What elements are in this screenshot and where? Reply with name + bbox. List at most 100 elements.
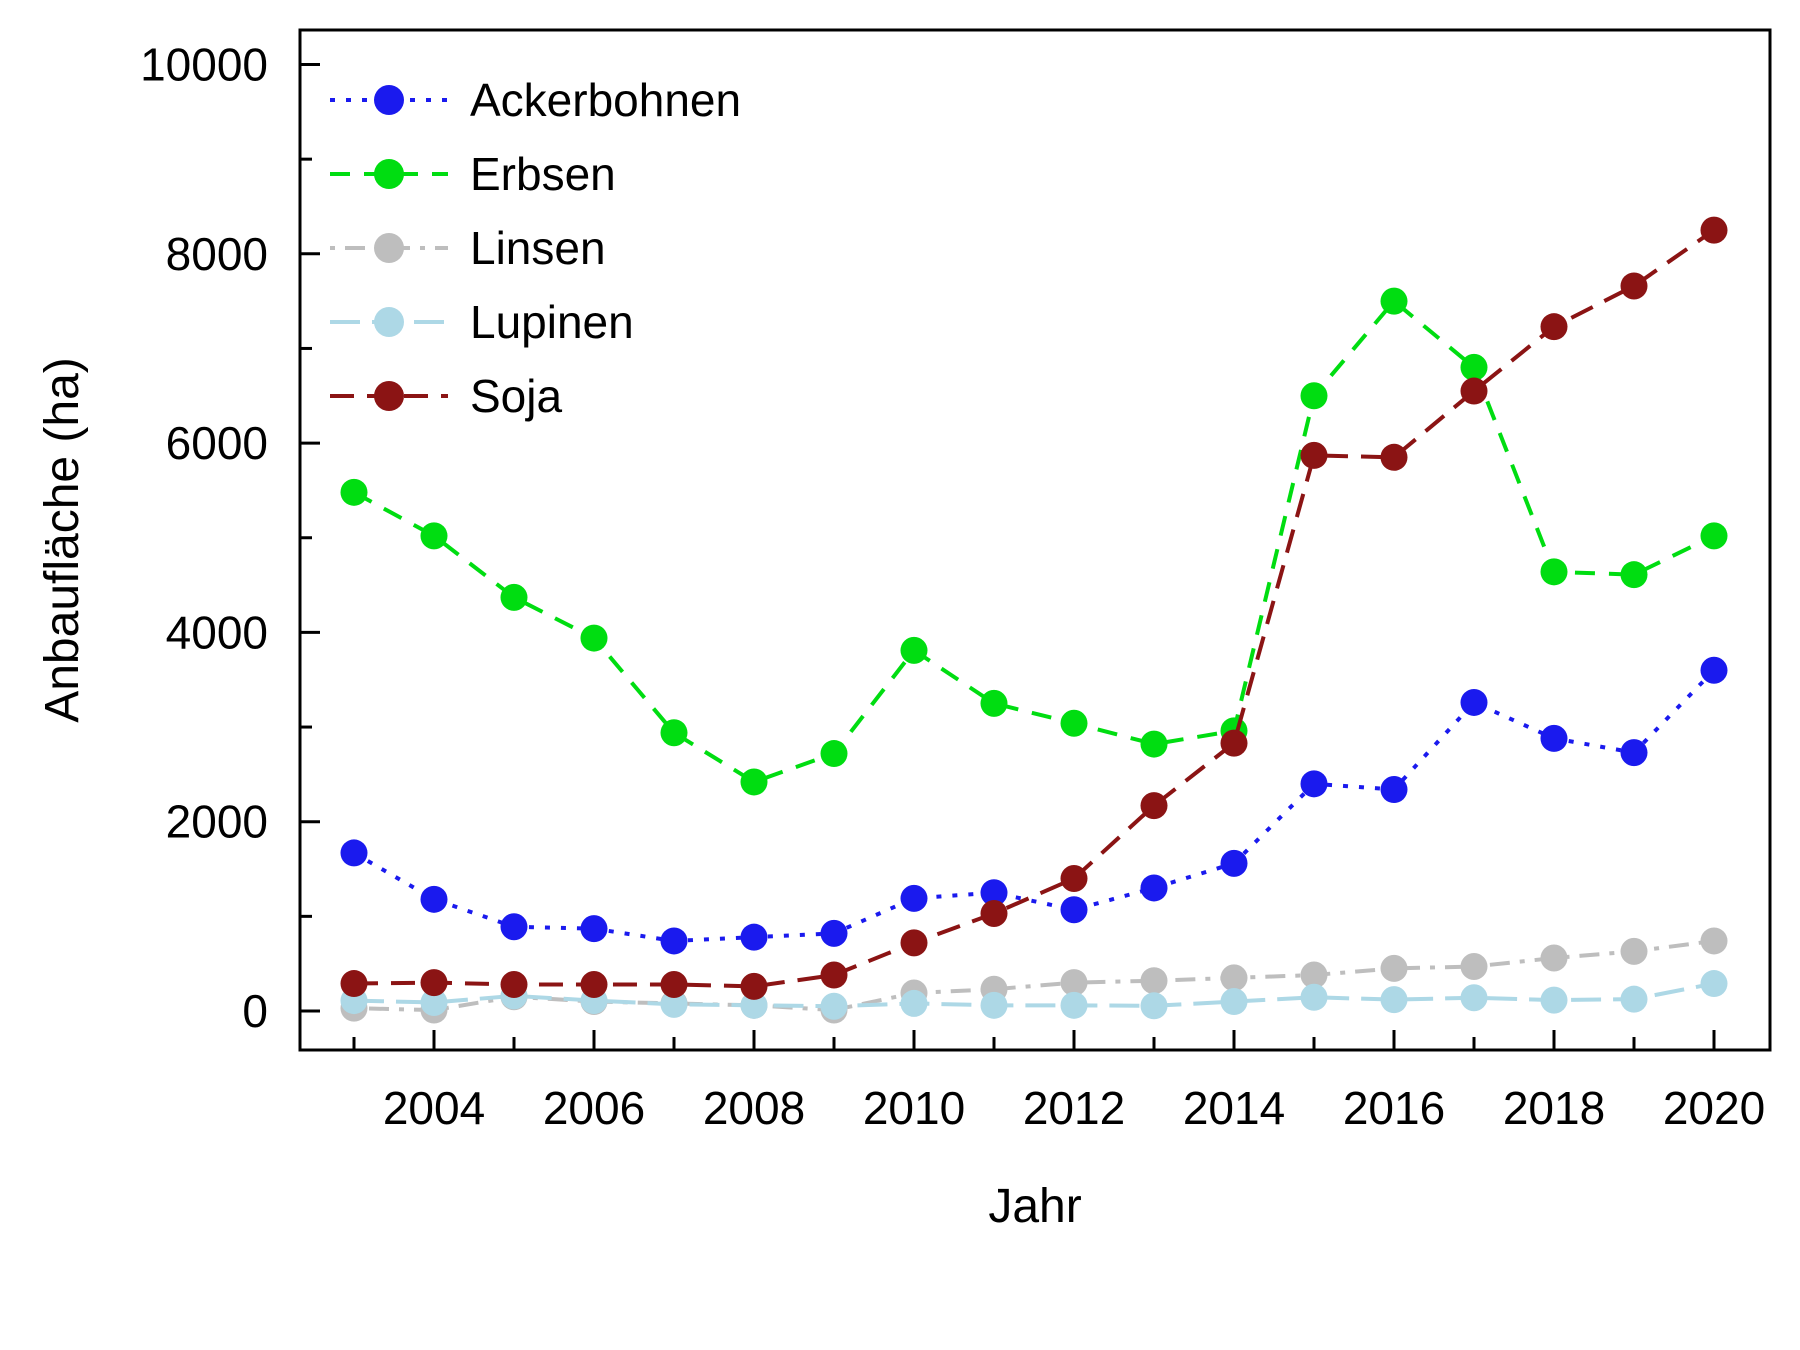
legend-item: Erbsen — [330, 148, 616, 200]
data-point-soja — [1220, 729, 1248, 757]
data-point-lupinen — [1060, 991, 1088, 1019]
data-point-erbsen — [1380, 287, 1408, 315]
data-point-linsen — [1460, 953, 1488, 981]
y-tick-label: 0 — [242, 985, 268, 1037]
legend-swatch-dot — [374, 85, 404, 115]
y-tick-label: 10000 — [140, 39, 268, 91]
data-point-soja — [1300, 441, 1328, 469]
y-axis-title: Anbaufläche (ha) — [36, 357, 89, 723]
legend-swatch-dot — [374, 233, 404, 263]
data-point-ackerbohnen — [1700, 656, 1728, 684]
data-point-soja — [740, 972, 768, 1000]
legend-item: Ackerbohnen — [330, 74, 741, 126]
data-point-linsen — [1380, 954, 1408, 982]
data-point-erbsen — [1700, 522, 1728, 550]
y-tick-label: 6000 — [166, 417, 268, 469]
data-point-linsen — [1620, 937, 1648, 965]
legend-item: Linsen — [330, 222, 606, 274]
series-erbsen — [340, 287, 1728, 796]
x-tick-label: 2006 — [543, 1082, 645, 1134]
legend-swatch-dot — [374, 381, 404, 411]
series-line-lupinen — [353, 981, 1715, 1009]
x-tick-label: 2018 — [1503, 1082, 1605, 1134]
data-point-linsen — [1140, 967, 1168, 995]
series-line-ackerbohnen — [352, 668, 1716, 943]
data-point-lupinen — [660, 990, 688, 1018]
data-point-ackerbohnen — [740, 923, 768, 951]
data-point-soja — [1700, 216, 1728, 244]
legend-swatch-dot — [374, 159, 404, 189]
data-point-lupinen — [1220, 988, 1248, 1016]
data-point-linsen — [1540, 944, 1568, 972]
data-point-erbsen — [900, 636, 928, 664]
data-point-soja — [660, 970, 688, 998]
data-point-soja — [900, 929, 928, 957]
x-tick-label: 2004 — [383, 1082, 485, 1134]
data-point-erbsen — [1460, 353, 1488, 381]
data-point-ackerbohnen — [1140, 874, 1168, 902]
x-tick-label: 2010 — [863, 1082, 965, 1134]
data-point-erbsen — [740, 768, 768, 796]
legend-label: Ackerbohnen — [470, 74, 741, 126]
data-point-ackerbohnen — [820, 919, 848, 947]
series-ackerbohnen — [340, 656, 1728, 955]
data-point-lupinen — [1460, 984, 1488, 1012]
data-point-ackerbohnen — [1300, 770, 1328, 798]
y-tick-label: 2000 — [166, 796, 268, 848]
data-point-erbsen — [420, 522, 448, 550]
y-tick-label: 8000 — [166, 228, 268, 280]
data-point-ackerbohnen — [580, 915, 608, 943]
data-point-soja — [1620, 272, 1648, 300]
legend-label: Soja — [470, 370, 562, 422]
data-point-lupinen — [820, 992, 848, 1020]
data-point-erbsen — [980, 689, 1008, 717]
x-axis-title: Jahr — [988, 1180, 1081, 1233]
x-tick-label: 2020 — [1663, 1082, 1765, 1134]
data-point-soja — [1140, 792, 1168, 820]
data-point-ackerbohnen — [1540, 724, 1568, 752]
data-point-ackerbohnen — [500, 913, 528, 941]
data-point-soja — [1460, 377, 1488, 405]
data-point-lupinen — [980, 991, 1008, 1019]
data-point-soja — [980, 900, 1008, 928]
series-lupinen — [340, 970, 1728, 1020]
data-point-ackerbohnen — [900, 884, 928, 912]
y-tick-label: 4000 — [166, 606, 268, 658]
legend-item: Soja — [330, 370, 562, 422]
data-point-linsen — [1700, 927, 1728, 955]
legend-item: Lupinen — [330, 296, 634, 348]
data-point-ackerbohnen — [340, 839, 368, 867]
data-point-ackerbohnen — [1220, 849, 1248, 877]
data-point-erbsen — [1060, 709, 1088, 737]
data-point-soja — [420, 969, 448, 997]
data-point-erbsen — [820, 740, 848, 768]
data-point-erbsen — [660, 719, 688, 747]
axes: 2004 2006 2008 2010 2012 2014 2016 2018 2020 0 200… — [36, 39, 1765, 1234]
data-point-lupinen — [1300, 983, 1328, 1011]
data-point-lupinen — [1380, 986, 1408, 1014]
data-point-erbsen — [1300, 382, 1328, 410]
data-point-soja — [1060, 864, 1088, 892]
data-point-soja — [580, 970, 608, 998]
data-point-ackerbohnen — [420, 885, 448, 913]
legend: Ackerbohnen Erbsen Linsen Lupinen Soja — [330, 74, 741, 422]
series-soja — [340, 216, 1728, 1000]
data-point-soja — [340, 970, 368, 998]
data-point-erbsen — [340, 478, 368, 506]
data-point-erbsen — [580, 624, 608, 652]
data-point-lupinen — [740, 991, 768, 1019]
data-point-ackerbohnen — [1060, 896, 1088, 924]
data-point-ackerbohnen — [980, 879, 1008, 907]
data-point-lupinen — [1140, 992, 1168, 1020]
legend-swatch-dot — [374, 307, 404, 337]
data-point-ackerbohnen — [1380, 776, 1408, 804]
data-point-lupinen — [1540, 986, 1568, 1014]
data-point-ackerbohnen — [1460, 688, 1488, 716]
x-tick-label: 2014 — [1183, 1082, 1285, 1134]
data-point-erbsen — [1140, 730, 1168, 758]
data-point-lupinen — [900, 989, 928, 1017]
data-point-linsen — [1060, 969, 1088, 997]
data-point-erbsen — [500, 583, 528, 611]
